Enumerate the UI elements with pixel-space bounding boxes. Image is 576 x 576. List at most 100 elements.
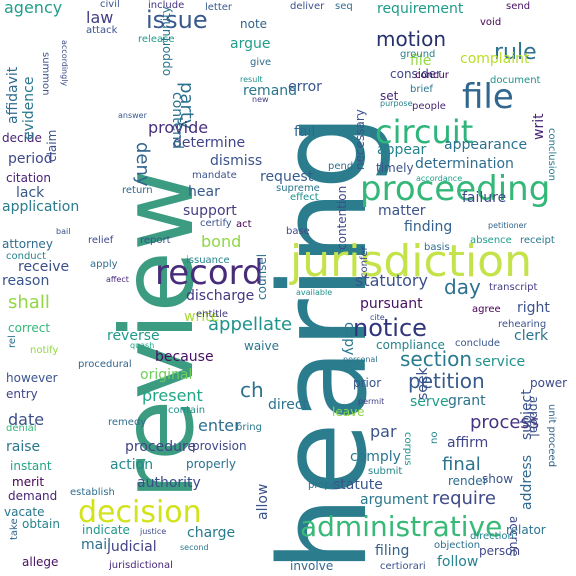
word-supreme: supreme	[276, 183, 320, 194]
word-direct: direct	[268, 397, 309, 413]
word-show: show	[482, 472, 514, 486]
word-lack: lack	[16, 185, 45, 201]
word-document: document	[490, 75, 541, 86]
word-return: return	[122, 185, 153, 196]
word-confer: confer	[359, 246, 370, 278]
word-appearance: appearance	[444, 137, 528, 153]
word-service: service	[475, 354, 526, 370]
word-give: give	[250, 57, 272, 68]
word-circuit: circuit	[375, 113, 474, 151]
word-apply: apply	[90, 259, 118, 270]
word-fail: fail	[294, 124, 316, 140]
word-administrative: administrative	[300, 510, 503, 543]
word-corpus: corpus	[402, 432, 413, 466]
word-deny: deny	[132, 142, 153, 187]
word-rule: rule	[494, 40, 537, 65]
word-absence: absence	[470, 235, 512, 246]
word-contend: contend	[169, 92, 185, 149]
word-notice: notice	[353, 314, 427, 342]
word-par: par	[370, 422, 397, 441]
word-petition: petition	[408, 369, 485, 393]
word-allow: allow	[255, 483, 271, 520]
word-however: however	[6, 371, 58, 385]
word-appear: appear	[377, 142, 427, 158]
word-provision: provision	[192, 439, 247, 453]
word-comply: comply	[350, 449, 401, 465]
word-file: file	[410, 53, 432, 69]
word-certify: certify	[200, 218, 232, 229]
word-agency: agency	[4, 0, 63, 17]
word-note: note	[240, 17, 268, 31]
word-entry: entry	[6, 387, 38, 401]
word-judicial: judicial	[107, 539, 157, 555]
word-file: file	[462, 77, 514, 117]
word-include: include	[148, 0, 185, 11]
word-properly: properly	[186, 457, 236, 471]
word-summon: summon	[40, 52, 51, 96]
word-requirement: requirement	[377, 1, 464, 17]
word-seq: seq	[335, 1, 353, 12]
word-conduct: conduct	[6, 251, 47, 262]
word-appeal: appeal	[527, 396, 541, 437]
word-receive: receive	[18, 259, 70, 275]
word-proper: proper	[308, 480, 341, 491]
word-purpose: purpose	[380, 99, 413, 108]
word-vacate: vacate	[4, 505, 45, 519]
word-base: base	[286, 226, 310, 237]
word-bring: bring	[236, 422, 262, 433]
word-issuance: issuance	[186, 255, 230, 266]
word-authority: authority	[137, 475, 201, 491]
word-pursuant: pursuant	[360, 296, 423, 312]
word-finding: finding	[404, 219, 453, 235]
word-affidavit: affidavit	[5, 66, 21, 124]
word-failure: failure	[462, 190, 507, 206]
word-new: new	[252, 95, 269, 104]
word-act: act	[236, 219, 252, 230]
word-citation: citation	[6, 171, 51, 185]
word-quash: quash	[130, 341, 155, 350]
word-objection: objection	[434, 540, 481, 551]
word-enter: enter	[198, 416, 241, 435]
word-seek: seek	[415, 367, 431, 400]
word-dismiss: dismiss	[210, 153, 263, 169]
word-receipt: receipt	[520, 235, 555, 246]
word-leave: leave	[332, 405, 365, 419]
word-affect: affect	[106, 275, 129, 284]
word-matter: matter	[378, 203, 426, 219]
word-clerk: clerk	[514, 328, 549, 344]
word-send: send	[506, 1, 531, 12]
word-reverse: reverse	[107, 328, 160, 344]
word-waive: waive	[244, 339, 279, 353]
word-accordance: accordance	[416, 174, 463, 183]
word-power: power	[530, 376, 568, 390]
word-set: set	[380, 89, 399, 103]
word-serve: serve	[410, 394, 449, 410]
word-ground: ground	[400, 49, 436, 60]
word-personal: personal	[343, 355, 378, 364]
word-complaint: complaint	[460, 51, 530, 67]
word-person: person	[479, 544, 521, 558]
word-process: process	[470, 412, 540, 433]
word-instant: instant	[10, 459, 52, 473]
word-no: no	[429, 431, 440, 444]
word-remedy: remedy	[108, 417, 147, 428]
word-result: result	[240, 75, 263, 84]
word-permit: permit	[358, 397, 385, 406]
word-original: original	[140, 367, 193, 383]
word-demand: demand	[8, 489, 58, 503]
word-appellate: appellate	[208, 314, 293, 335]
word-request: request	[260, 169, 314, 185]
word-available: available	[296, 288, 333, 297]
word-determine: determine	[173, 135, 246, 151]
word-ch: ch	[240, 378, 264, 402]
word-compliance: compliance	[376, 338, 445, 352]
word-reason: reason	[2, 273, 50, 289]
word-argue: argue	[230, 36, 271, 52]
word-discharge: discharge	[186, 288, 255, 304]
word-opportunity: opportunity	[159, 6, 173, 76]
word-justice: justice	[140, 527, 167, 536]
word-allege: allege	[22, 555, 59, 569]
word-denial: denial	[6, 423, 37, 434]
word-hear: hear	[188, 184, 220, 200]
word-unit-proceed: unit proceed	[546, 404, 557, 468]
